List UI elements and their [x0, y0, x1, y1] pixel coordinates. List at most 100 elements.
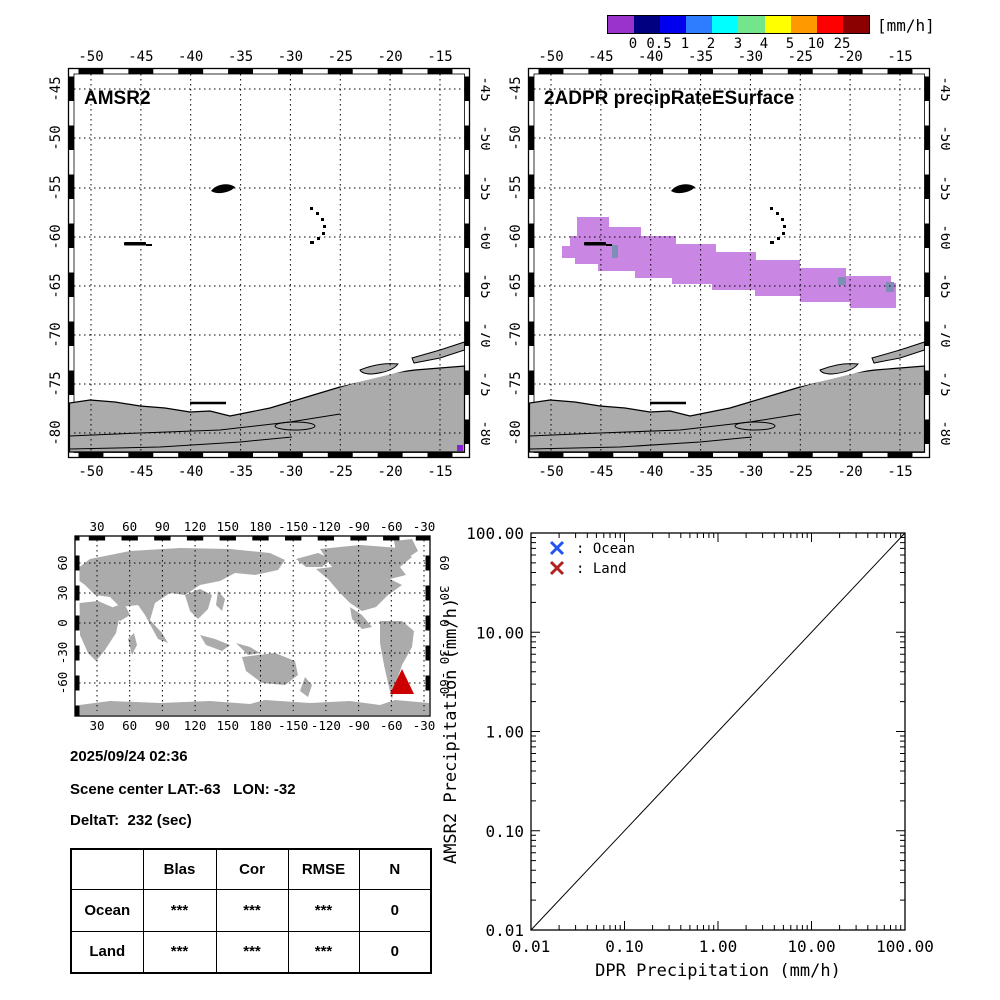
y-axis-title: AMSR2 Precipitation (mm/h): [441, 598, 461, 864]
colorbar-tick-label: 0: [628, 36, 638, 52]
svg-text:-15: -15: [427, 464, 452, 480]
land-bias: ***: [142, 930, 217, 974]
scatter-panel: : Ocean : Land 100.00 10.00 1.00 0.10 0.…: [441, 524, 934, 981]
lon-tick-labels-top: -50 -45 -40 -35 -30 -25 -20 -15: [78, 49, 452, 65]
svg-text:-30: -30: [278, 49, 303, 65]
swath-dark-pixel: [612, 245, 618, 258]
svg-text:1.00: 1.00: [699, 937, 738, 956]
svg-text:-80: -80: [477, 420, 490, 445]
ocean-cor: ***: [215, 888, 289, 932]
svg-text:-35: -35: [228, 49, 253, 65]
svg-text:-50: -50: [78, 49, 103, 65]
svg-text:-50: -50: [508, 125, 524, 150]
svg-text:-20: -20: [837, 464, 862, 480]
land-rmse: ***: [287, 930, 360, 974]
colorbar-tick-label: 4: [759, 36, 769, 52]
svg-text:-70: -70: [937, 322, 950, 347]
x-axis-title: DPR Precipitation (mm/h): [595, 961, 841, 981]
svg-text:-60: -60: [477, 224, 490, 249]
swath-dark-pixel: [838, 277, 846, 285]
land-cor: ***: [215, 930, 289, 974]
svg-text:-50: -50: [78, 464, 103, 480]
colorbar-tick-label: 25: [833, 36, 851, 52]
svg-text:-60: -60: [55, 672, 70, 695]
lat-tick-labels-left: -45 -50 -55 -60 -65 -70 -75 -80: [508, 76, 524, 445]
map-title: 2ADPR precipRateESurface: [544, 88, 794, 109]
swath-dark-pixel: [886, 282, 894, 292]
svg-text:-75: -75: [508, 371, 524, 396]
svg-text:-65: -65: [508, 273, 524, 298]
svg-text:60: 60: [55, 555, 70, 570]
lon-tick-labels-bottom: -50 -45 -40 -35 -30 -25 -20 -15: [538, 464, 912, 480]
colorbar-cell: [738, 16, 765, 33]
svg-text:-50: -50: [48, 125, 64, 150]
svg-text:-30: -30: [278, 464, 303, 480]
svg-text:-15: -15: [887, 464, 912, 480]
svg-text:-70: -70: [508, 322, 524, 347]
svg-text:-25: -25: [328, 464, 353, 480]
svg-text:-60: -60: [380, 519, 403, 534]
table-row: Ocean *** *** *** 0: [70, 888, 432, 932]
svg-text:60: 60: [122, 519, 137, 534]
svg-text:-90: -90: [347, 519, 370, 534]
colorbar-cell: [660, 16, 687, 33]
svg-text:-30: -30: [413, 519, 436, 534]
info-datetime: 2025/09/24 02:36: [70, 748, 188, 765]
lon-tick-labels-bottom: -50 -45 -40 -35 -30 -25 -20 -15: [78, 464, 452, 480]
ice-shelf-channel: [339, 354, 461, 387]
svg-text:-55: -55: [508, 175, 524, 200]
svg-text:-20: -20: [837, 49, 862, 65]
scene-location-marker: [390, 669, 414, 694]
svg-text:-35: -35: [688, 464, 713, 480]
dpr-map-panel: 2ADPR precipRateESurface -50 -45 -40 -35 -…: [508, 49, 950, 480]
identity-line: [530, 532, 906, 931]
svg-text:0.10: 0.10: [485, 822, 524, 841]
svg-text:-75: -75: [937, 371, 950, 396]
island: [359, 363, 399, 375]
table-corner-cell: [70, 848, 144, 890]
svg-text:30: 30: [437, 585, 452, 600]
svg-text:-75: -75: [48, 371, 64, 396]
precip-swath: [562, 217, 896, 308]
south-sandwich-islands: [770, 207, 786, 244]
svg-text:30: 30: [55, 585, 70, 600]
scatter-y-tick-labels: 100.00 10.00 1.00 0.10 0.01: [466, 524, 524, 940]
south-georgia-island: [211, 184, 235, 194]
info-scene-center: Scene center LAT:-63 LON: -32: [70, 781, 296, 798]
svg-text:-55: -55: [477, 175, 490, 200]
svg-text:30: 30: [89, 718, 104, 733]
svg-text:-30: -30: [738, 464, 763, 480]
svg-text:-25: -25: [328, 49, 353, 65]
lat-tick-labels-left: -45 -50 -55 -60 -65 -70 -75 -80: [48, 76, 64, 445]
ocean-n: 0: [358, 888, 432, 932]
colorbar-cell: [608, 16, 635, 33]
svg-text:-65: -65: [48, 273, 64, 298]
svg-text:120: 120: [184, 519, 207, 534]
svg-text:-55: -55: [48, 175, 64, 200]
svg-text:-150: -150: [278, 519, 308, 534]
table-header-row: Blas Cor RMSE N: [70, 848, 432, 890]
svg-text:60: 60: [437, 555, 452, 570]
svg-text:-65: -65: [477, 273, 490, 298]
svg-text:-70: -70: [48, 322, 64, 347]
svg-text:0: 0: [55, 619, 70, 627]
svg-text:-50: -50: [937, 125, 950, 150]
svg-text:-50: -50: [538, 49, 563, 65]
world-lat-labels-right: 60 30 0 -30 -60: [437, 555, 452, 694]
precip-pixel: [457, 445, 463, 451]
info-delta-t: DeltaT: 232 (sec): [70, 812, 192, 829]
svg-text:-25: -25: [788, 49, 813, 65]
lat-tick-labels-right: -45 -50 -55 -60 -65 -70 -75 -80: [477, 76, 490, 445]
svg-text:-15: -15: [427, 49, 452, 65]
world-grid: [79, 540, 425, 711]
table-header-n: N: [358, 848, 432, 890]
row-label-land: Land: [70, 930, 144, 974]
colorbar-tick-label: 1: [680, 36, 690, 52]
svg-text:90: 90: [155, 519, 170, 534]
colorbar-unit-label: [mm/h]: [877, 16, 935, 35]
colorbar-tick-label: 10: [807, 36, 825, 52]
svg-text:-80: -80: [48, 420, 64, 445]
world-lon-labels-top: 30 60 90 120 150 180 -150 -120 -90 -60 -30: [89, 519, 435, 534]
world-lon-labels-bottom: 30 60 90 120 150 180 -150 -120 -90 -60 -30: [89, 718, 435, 733]
